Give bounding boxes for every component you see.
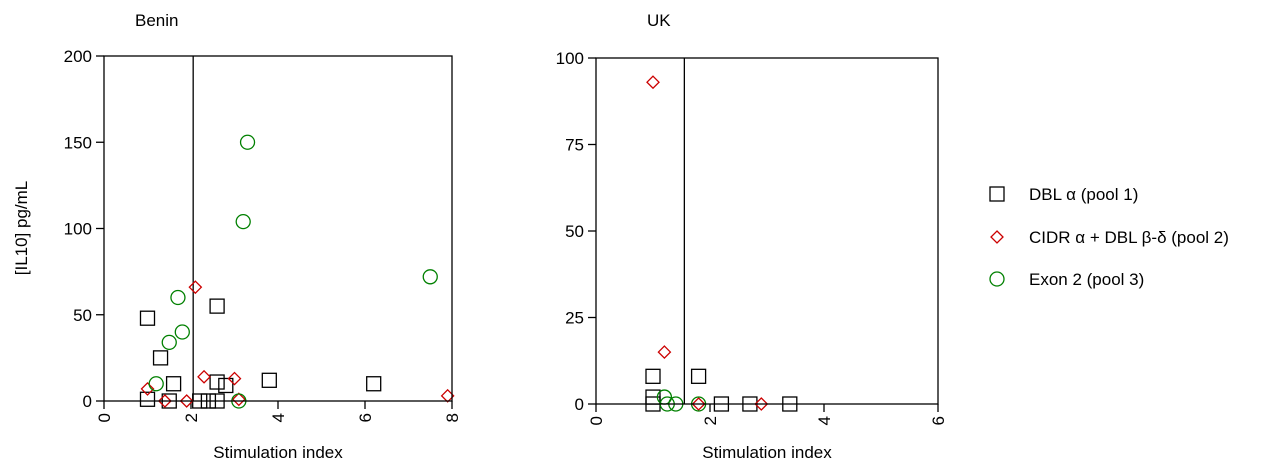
plot-frame — [595, 57, 939, 405]
data-point-diamond — [231, 392, 246, 407]
data-point-diamond — [140, 382, 155, 396]
x-tick-label: 0 — [587, 416, 606, 425]
data-point-circle — [422, 269, 438, 285]
data-point-circle — [239, 134, 256, 150]
legend-marker — [989, 186, 1005, 202]
data-point-circle — [148, 376, 164, 392]
data-point-square — [209, 298, 225, 314]
data-point-square — [165, 376, 182, 392]
data-point-diamond — [197, 369, 211, 384]
axis-ticks: 0 50 100 150 200 0 2 4 6 8 — [64, 47, 462, 422]
data-point-diamond — [179, 394, 194, 408]
y-axis-label: [IL10] pg/mL — [12, 181, 31, 276]
x-tick-label: 0 — [95, 413, 114, 422]
x-axis-label: Stimulation index — [702, 443, 832, 462]
x-tick-label: 4 — [269, 413, 288, 422]
data-point-diamond — [188, 280, 203, 295]
data-point-square — [152, 350, 169, 366]
legend-label: Exon 2 (pool 3) — [1029, 270, 1144, 289]
x-tick-label: 2 — [701, 416, 720, 425]
axis-ticks: 0 25 50 75 100 0 2 4 6 — [556, 49, 948, 425]
legend-item-pool-1: DBL α (pool 1) — [989, 185, 1138, 204]
legend-label: CIDR α + DBL β-δ (pool 2) — [1029, 228, 1229, 247]
data-point-circle — [170, 289, 186, 306]
data-point-square — [261, 372, 277, 388]
x-tick-label: 8 — [443, 413, 462, 422]
data-point-circle — [174, 324, 190, 340]
data-point-circle — [235, 213, 251, 230]
y-tick-label: 25 — [565, 309, 584, 328]
data-point-circle — [161, 334, 177, 351]
data-point-diamond — [157, 394, 172, 408]
legend-item-pool-3: Exon 2 (pool 3) — [989, 270, 1144, 289]
y-tick-label: 0 — [575, 395, 584, 414]
data-point-diamond — [754, 397, 769, 411]
plot-marks — [645, 58, 798, 412]
diamond-marker-icon — [990, 230, 1004, 244]
y-tick-label: 100 — [64, 220, 92, 239]
y-tick-label: 150 — [64, 133, 92, 152]
data-point-diamond — [227, 371, 242, 386]
x-tick-label: 2 — [182, 413, 201, 422]
chart-title: UK — [647, 11, 671, 30]
legend-label: DBL α (pool 1) — [1029, 185, 1138, 204]
chart-panel-benin: Benin [IL10] pg/mL Stimulation index 0 50… — [12, 11, 462, 462]
chart-panel-uk: UK Stimulation index 0 25 50 75 100 0 2 4 6 — [556, 11, 948, 462]
circle-marker-icon — [989, 271, 1005, 287]
data-point-diamond — [691, 397, 706, 411]
chart-title: Benin — [135, 11, 178, 30]
data-point-diamond — [657, 345, 672, 360]
square-marker-icon — [989, 186, 1005, 202]
x-tick-label: 6 — [929, 416, 948, 425]
plot-frame — [103, 55, 453, 402]
data-point-square — [209, 374, 225, 390]
y-tick-label: 100 — [556, 49, 584, 68]
x-tick-label: 4 — [815, 416, 834, 425]
legend-marker — [990, 230, 1004, 244]
data-point-square — [139, 391, 156, 407]
legend-marker — [989, 271, 1005, 287]
data-point-diamond — [646, 75, 660, 90]
data-point-square — [645, 368, 661, 384]
y-tick-label: 50 — [565, 222, 584, 241]
x-tick-label: 6 — [356, 413, 375, 422]
x-axis-label: Stimulation index — [213, 443, 343, 462]
data-point-square — [139, 310, 156, 326]
y-tick-label: 50 — [73, 306, 92, 325]
legend-item-pool-2: CIDR α + DBL β-δ (pool 2) — [990, 228, 1229, 247]
plot-marks — [139, 56, 455, 409]
y-tick-label: 75 — [565, 136, 584, 155]
data-point-square — [366, 376, 382, 392]
y-tick-label: 0 — [83, 392, 92, 411]
legend: DBL α (pool 1) CIDR α + DBL β-δ (pool 2)… — [989, 185, 1229, 289]
y-tick-label: 200 — [64, 47, 92, 66]
data-point-square — [218, 377, 234, 394]
data-point-square — [690, 368, 707, 384]
